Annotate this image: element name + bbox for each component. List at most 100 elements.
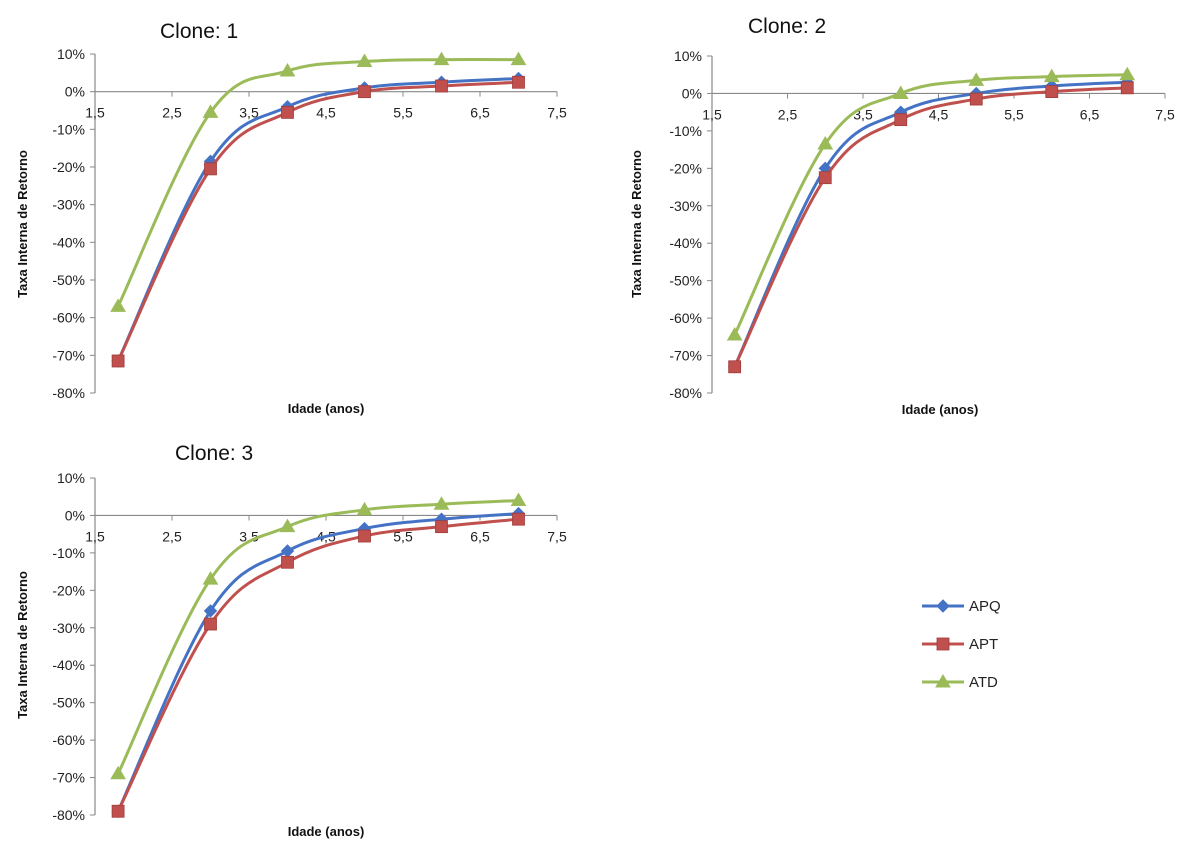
chart-title: Clone: 2: [748, 15, 826, 38]
y-axis-title: Taxa Interna de Retorno: [629, 150, 644, 298]
y-tick-label: -10%: [52, 545, 85, 561]
y-tick-label: -20%: [52, 159, 85, 175]
series-line-apt: [116, 517, 520, 813]
x-tick-label: 5,5: [1004, 106, 1024, 122]
x-axis-title: Idade (anos): [902, 402, 979, 417]
series-atd: [110, 51, 527, 312]
data-point-apt: [435, 520, 448, 534]
x-tick-label: 2,5: [778, 106, 798, 122]
y-tick-label: 10%: [674, 48, 702, 64]
series-apq: [111, 506, 526, 818]
x-tick-label: 2,5: [162, 528, 182, 544]
series-apt: [111, 512, 525, 818]
data-point-atd: [279, 62, 296, 77]
y-tick-label: 10%: [57, 470, 85, 486]
series-atd: [726, 66, 1136, 341]
data-point-apt: [818, 171, 832, 185]
legend-label: ATD: [969, 674, 998, 691]
y-tick-label: 0%: [682, 85, 702, 101]
data-point-atd: [356, 501, 373, 516]
data-point-apt: [512, 512, 525, 526]
x-tick-label: 5,5: [393, 528, 413, 544]
data-point-apt: [1045, 85, 1059, 98]
y-tick-label: -40%: [52, 234, 85, 250]
series-line-apq: [116, 512, 520, 813]
data-point-apt: [728, 360, 742, 374]
y-tick-label: -10%: [669, 123, 702, 139]
x-tick-label: 4,5: [316, 105, 336, 121]
data-point-apt: [969, 92, 983, 106]
data-point-apt: [111, 804, 125, 818]
data-point-apt: [281, 105, 294, 119]
y-tick-label: 0%: [65, 507, 85, 523]
series-atd: [110, 492, 527, 780]
chart-panel-3: Clone: 3 10% 0% -10% -20% -30% -40% -50% -60% -70…: [15, 442, 567, 839]
data-point-atd: [892, 85, 909, 99]
x-tick-label: 1,5: [85, 528, 105, 544]
y-axis-title: Taxa Interna de Retorno: [15, 571, 30, 719]
data-point-atd: [433, 496, 450, 510]
y-tick-label: -60%: [52, 732, 85, 748]
data-point-atd: [968, 72, 985, 86]
x-tick-label: 2,5: [162, 105, 182, 121]
y-tick-label: -80%: [52, 385, 85, 401]
data-point-atd: [433, 51, 450, 66]
x-tick-label: 6,5: [470, 528, 490, 544]
data-point-atd: [510, 492, 527, 506]
x-tick-label: 1,5: [702, 106, 722, 122]
x-tick-label: 4,5: [929, 106, 949, 122]
y-tick-label: -70%: [52, 770, 85, 786]
y-tick-label: -60%: [52, 310, 85, 326]
series-line-apq: [733, 80, 1129, 369]
data-point-atd: [726, 326, 743, 341]
data-point-atd: [110, 298, 126, 312]
data-point-atd: [510, 51, 527, 66]
y-tick-label: -20%: [52, 582, 85, 598]
y-tick-label: -10%: [52, 121, 85, 137]
y-tick-label: 0%: [65, 84, 85, 100]
y-tick-label: -80%: [669, 385, 702, 401]
data-point-apt: [281, 555, 294, 569]
y-tick-label: -30%: [669, 198, 702, 214]
data-point-atd: [110, 765, 126, 780]
x-axis-title: Idade (anos): [288, 401, 365, 416]
y-axis-title: Taxa Interna de Retorno: [15, 150, 30, 298]
data-point-apt: [894, 113, 908, 127]
data-point-atd: [279, 518, 296, 533]
x-tick-label: 5,5: [393, 105, 413, 121]
data-point-atd: [202, 104, 219, 118]
y-tick-label: -70%: [52, 347, 85, 363]
legend-label: APT: [969, 636, 998, 653]
legend: APQ APT ATD: [922, 598, 1001, 691]
legend-marker: [935, 674, 951, 688]
y-tick-label: -50%: [52, 695, 85, 711]
data-point-apt: [435, 79, 448, 93]
legend-item-apq: APQ: [922, 598, 1001, 615]
data-point-apt: [358, 85, 371, 99]
chart-title: Clone: 1: [160, 20, 238, 43]
x-tick-label: 6,5: [1080, 106, 1100, 122]
y-tick-label: -80%: [52, 807, 85, 823]
y-tick-label: 10%: [57, 46, 85, 62]
data-point-apt: [204, 162, 217, 176]
x-tick-label: 7,5: [1155, 106, 1175, 122]
data-point-atd: [202, 571, 219, 585]
data-point-apt: [204, 617, 217, 631]
x-axis-title: Idade (anos): [288, 824, 365, 839]
legend-marker: [936, 637, 950, 651]
chart-panel-1: Clone: 1 10% 0% -10% -20% -30% -40% -50% -60% -70…: [15, 20, 567, 416]
chart-panel-2: Clone: 2 10% 0% -10% -20% -30% -40% -50% -60% -70…: [629, 15, 1175, 417]
data-point-apq: [280, 544, 295, 558]
x-tick-label: 3,5: [239, 105, 259, 121]
y-tick-label: -30%: [52, 197, 85, 213]
legend-marker: [936, 599, 950, 613]
y-tick-label: -50%: [52, 272, 85, 288]
data-point-apt: [1120, 81, 1134, 95]
data-point-apt: [111, 354, 125, 368]
x-tick-label: 1,5: [85, 105, 105, 121]
y-tick-label: -30%: [52, 620, 85, 636]
data-point-atd: [817, 136, 834, 150]
data-point-atd: [1119, 66, 1136, 81]
series-line-apq: [116, 76, 520, 363]
legend-label: APQ: [969, 598, 1001, 615]
